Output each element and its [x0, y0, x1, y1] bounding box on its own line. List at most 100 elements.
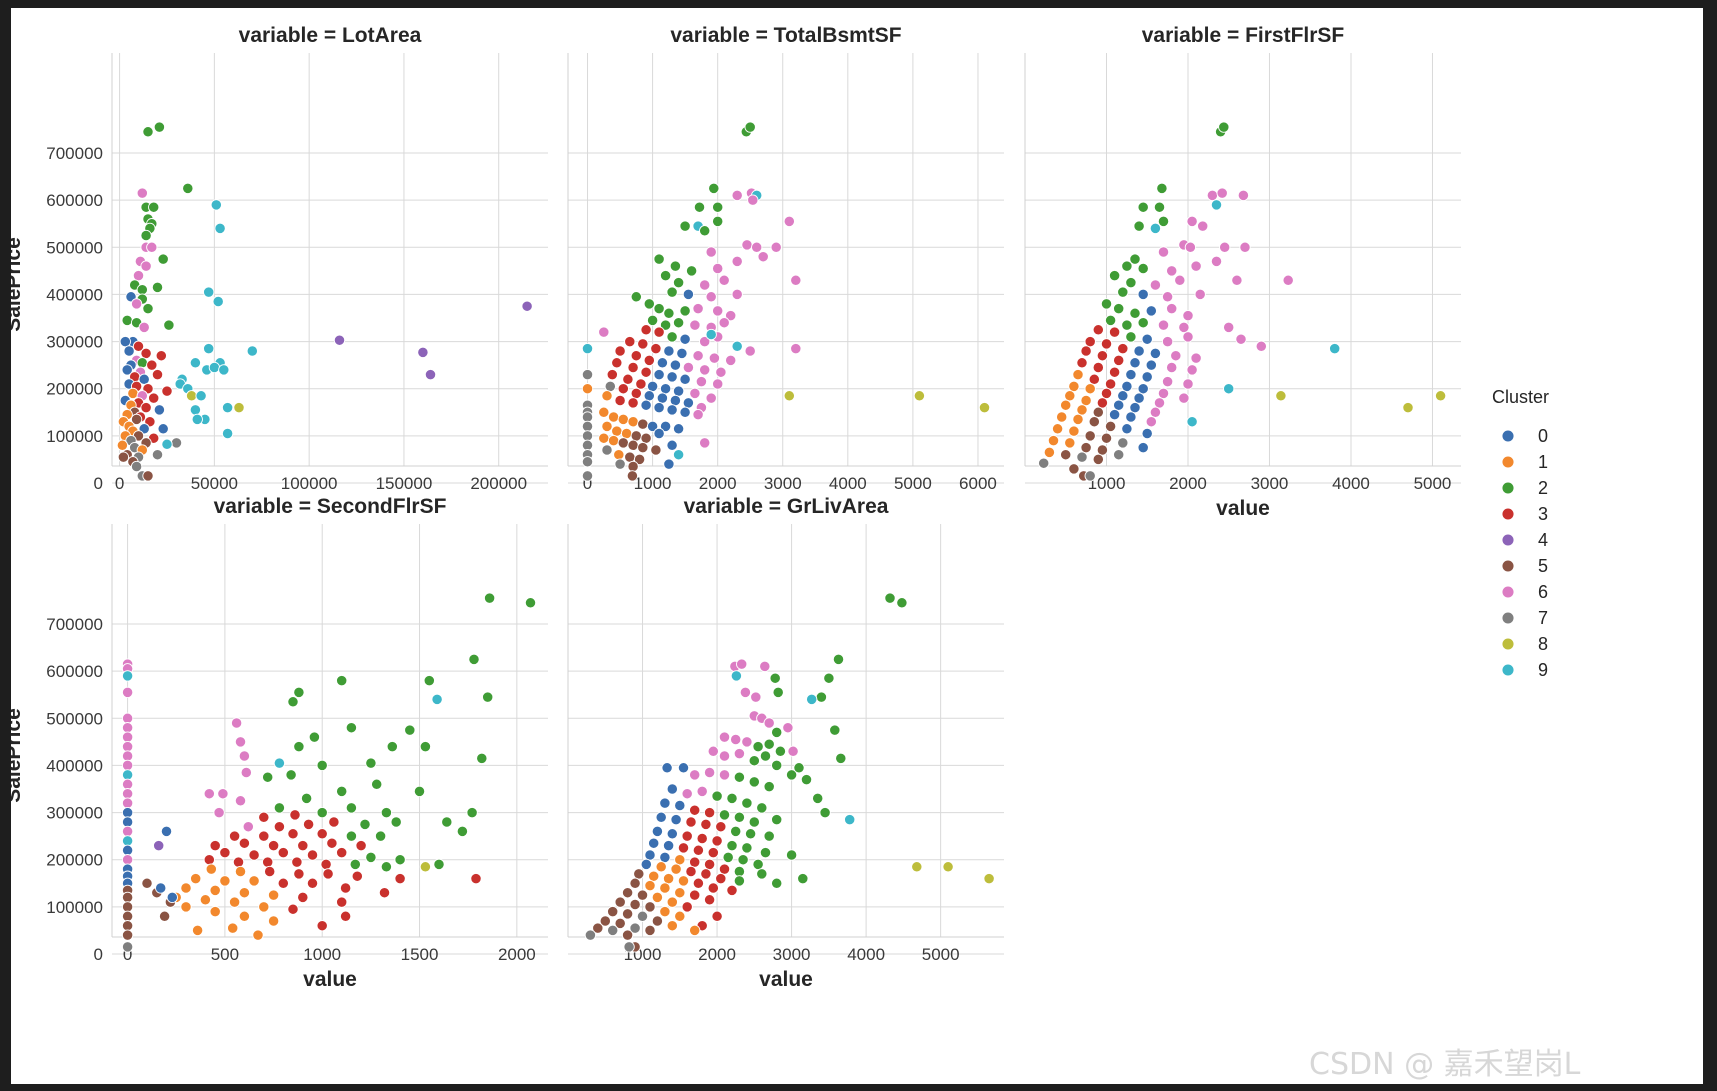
scatter-point	[1402, 401, 1414, 414]
scatter-point	[832, 653, 845, 666]
scatter-point	[142, 126, 154, 138]
scatter-point	[581, 368, 594, 381]
scatter-point	[234, 865, 247, 878]
scatter-point	[345, 722, 358, 734]
scatter-point	[476, 752, 488, 765]
scatter-point	[759, 750, 772, 762]
x-tick-label: 4000	[847, 945, 885, 964]
scatter-point	[1080, 394, 1092, 407]
x-tick-label: 1000	[1088, 474, 1126, 493]
scatter-point	[659, 383, 672, 395]
scatter-point	[203, 854, 215, 866]
scatter-point	[651, 825, 664, 838]
scatter-point	[674, 799, 686, 812]
scatter-point	[394, 872, 406, 885]
x-tick-label: 3000	[773, 945, 811, 964]
scatter-point	[637, 418, 649, 430]
scatter-point	[1129, 253, 1141, 265]
scatter-point	[189, 404, 202, 416]
scatter-point	[1210, 199, 1223, 211]
scatter-point	[644, 879, 656, 892]
scatter-point	[635, 378, 647, 390]
scatter-point	[797, 872, 809, 885]
scatter-point	[1117, 390, 1129, 402]
scatter-point	[161, 385, 173, 397]
legend-label: 2	[1538, 478, 1548, 498]
scatter-point	[1223, 321, 1235, 334]
scatter-point	[1157, 215, 1170, 228]
scatter-point	[584, 929, 597, 941]
scatter-point	[1088, 373, 1100, 385]
scatter-point	[581, 420, 594, 433]
scatter-point	[316, 806, 328, 819]
scatter-point	[441, 816, 453, 828]
scatter-point	[1104, 420, 1117, 433]
scatter-point	[756, 802, 768, 814]
scatter-point	[1092, 406, 1104, 418]
scatter-point	[121, 731, 134, 743]
scatter-point	[629, 877, 641, 889]
scatter-point	[712, 201, 724, 213]
x-tick-label: 5000	[1414, 474, 1452, 493]
scatter-point	[621, 887, 634, 899]
scatter-point	[741, 797, 753, 809]
scatter-point	[419, 861, 432, 873]
scatter-point	[121, 835, 134, 847]
scatter-point	[620, 427, 633, 440]
y-tick-label: 0	[94, 945, 103, 964]
scatter-point	[386, 740, 398, 753]
facet-grid-svg: variable = LotArea0100000200000300000400…	[11, 24, 1581, 1082]
scatter-point	[1100, 338, 1113, 350]
scatter-point	[633, 453, 646, 466]
scatter-point	[374, 830, 387, 842]
scatter-point	[230, 717, 243, 729]
scatter-point	[1145, 305, 1157, 317]
scatter-point	[640, 399, 652, 411]
scatter-point	[1096, 397, 1109, 409]
scatter-point	[643, 354, 655, 367]
scatter-point	[148, 201, 160, 213]
scatter-point	[121, 750, 134, 762]
scatter-point	[1216, 187, 1228, 199]
scatter-point	[151, 368, 164, 381]
scatter-point	[238, 837, 251, 849]
legend-marker	[1501, 611, 1515, 625]
scatter-point	[521, 300, 533, 312]
scatter-point	[328, 816, 340, 828]
scatter-point	[633, 868, 645, 880]
scatter-point	[598, 406, 610, 418]
scatter-point	[659, 319, 672, 331]
scatter-point	[242, 821, 254, 833]
x-tick-label: 100000	[281, 474, 338, 493]
legend-marker	[1501, 663, 1515, 677]
scatter-point	[136, 284, 148, 296]
scatter-point	[689, 387, 701, 400]
y-tick-label: 600000	[46, 191, 103, 210]
scatter-point	[138, 373, 150, 385]
scatter-point	[681, 788, 693, 800]
scatter-point	[1153, 201, 1166, 213]
scatter-point	[316, 759, 328, 772]
scatter-point	[693, 201, 706, 213]
scatter-point	[336, 785, 348, 798]
scatter-point	[1223, 383, 1235, 395]
scatter-point	[705, 246, 717, 258]
scatter-point	[423, 674, 435, 687]
scatter-point	[394, 854, 406, 866]
x-axis-label: value	[303, 968, 357, 991]
scatter-point	[1080, 345, 1092, 357]
scatter-points	[121, 592, 537, 953]
panel-title: variable = LotArea	[239, 24, 422, 47]
scatter-point	[1096, 444, 1109, 456]
scatter-point	[759, 660, 771, 673]
scatter-point	[689, 889, 701, 901]
scatter-point	[456, 825, 469, 838]
scatter-point	[1182, 309, 1194, 322]
x-tick-label: 200000	[470, 474, 527, 493]
scatter-point	[1190, 260, 1202, 272]
scatter-point	[1210, 255, 1223, 268]
scatter-point	[121, 769, 134, 781]
scatter-point	[689, 319, 701, 331]
legend: Cluster 0 1 2 3 4 5 6 7 8 9	[1492, 387, 1549, 680]
scatter-point	[748, 755, 760, 767]
